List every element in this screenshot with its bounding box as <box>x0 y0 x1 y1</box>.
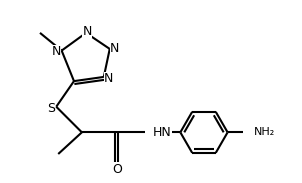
Text: O: O <box>112 163 122 176</box>
Text: S: S <box>47 102 55 115</box>
Text: HN: HN <box>153 126 172 139</box>
Text: NH₂: NH₂ <box>254 127 275 137</box>
Text: N: N <box>110 42 119 55</box>
Text: N: N <box>52 45 61 58</box>
Text: N: N <box>82 25 92 38</box>
Text: N: N <box>104 72 113 85</box>
